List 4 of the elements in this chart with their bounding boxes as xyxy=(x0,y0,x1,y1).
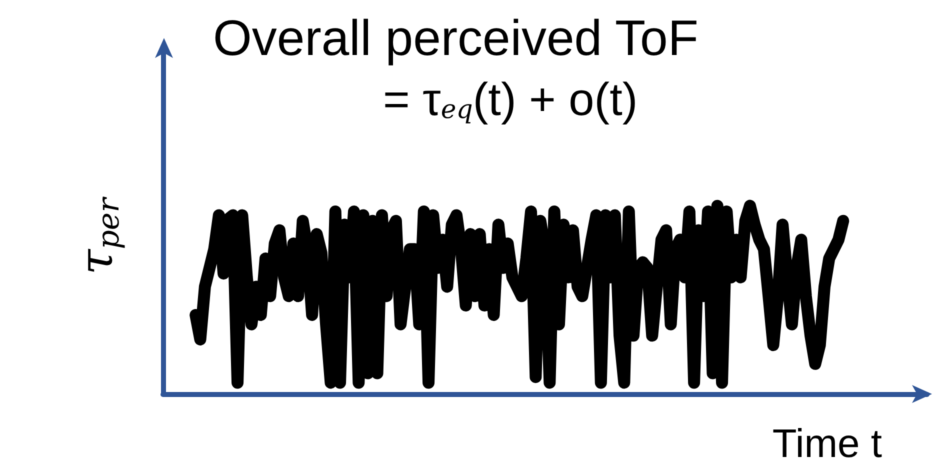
y-axis-title: τper xyxy=(69,196,126,275)
chart-subtitle: = τeq(t) + o(t) xyxy=(383,73,638,125)
chart-title: Overall perceived ToF xyxy=(213,10,698,66)
x-axis-title: Time t xyxy=(772,422,882,466)
